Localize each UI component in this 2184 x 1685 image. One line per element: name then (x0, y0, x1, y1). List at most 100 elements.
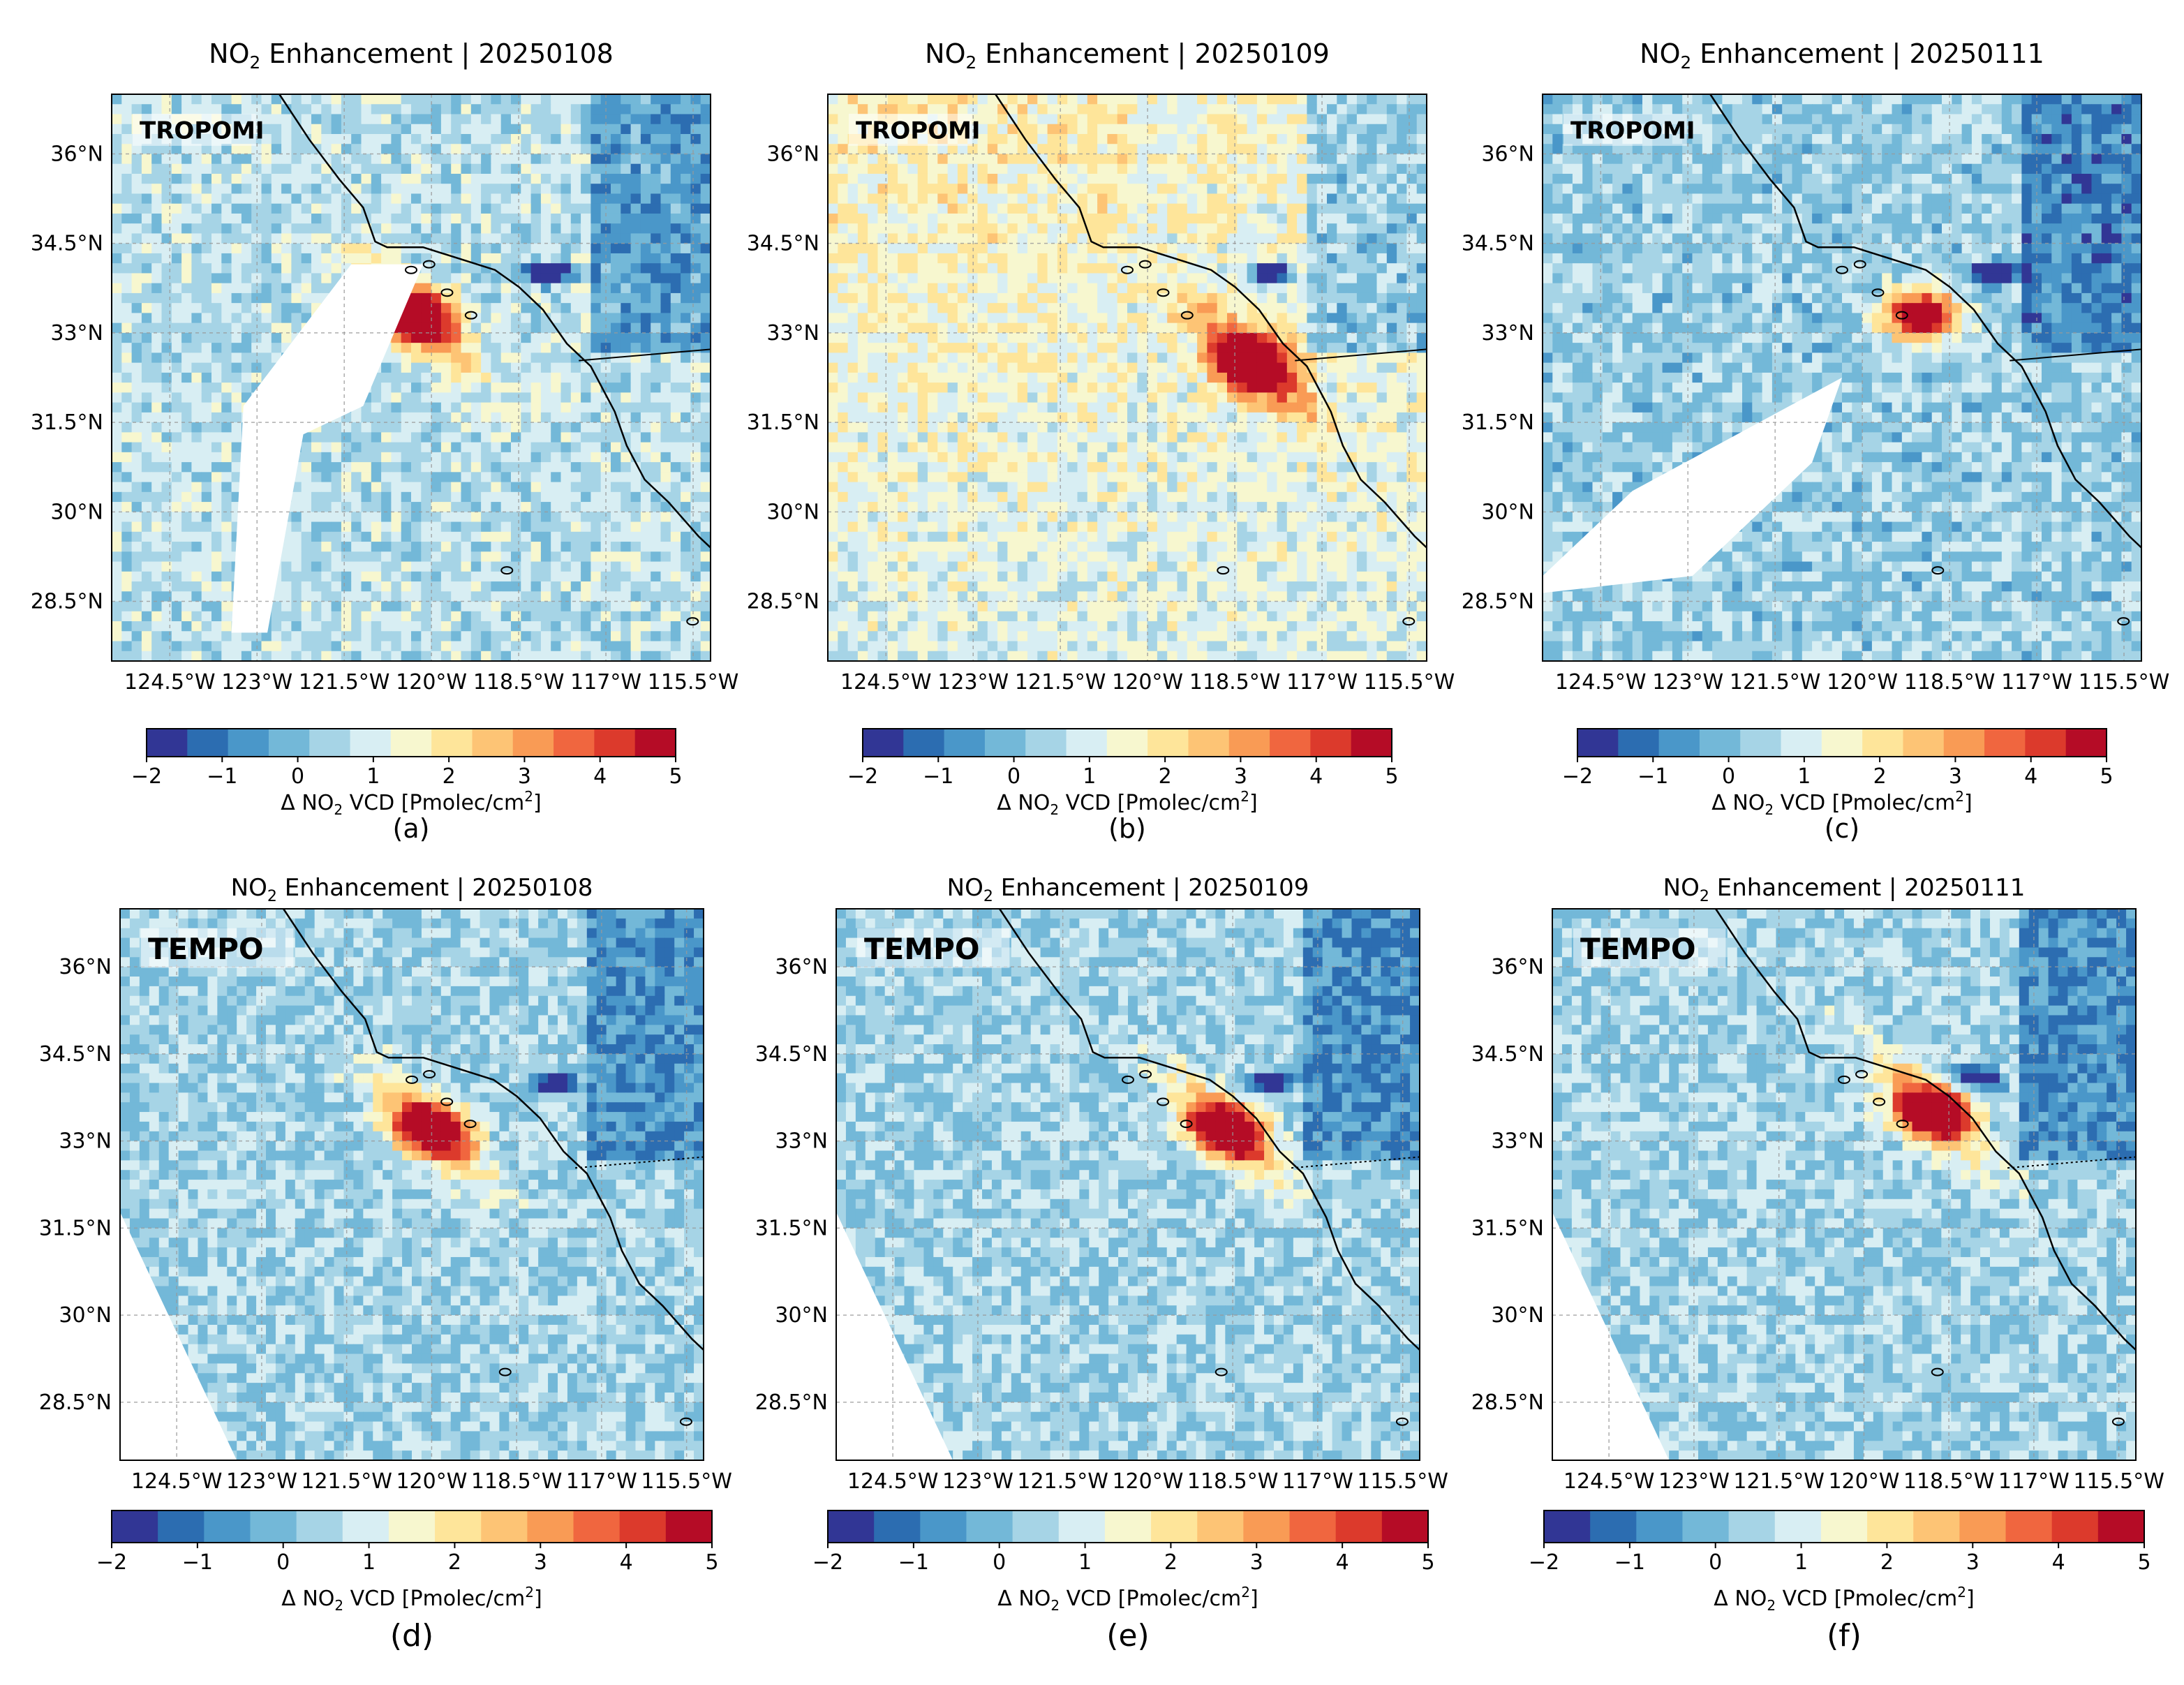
lat-tick-label: 31.5°N (1471, 1216, 1544, 1240)
lat-tick-label: 31.5°N (31, 410, 103, 435)
lon-tick-label: 123°W (1658, 1469, 1730, 1494)
colorbar-tick-label: 2 (448, 1550, 461, 1575)
colorbar-tick-label: 4 (620, 1550, 633, 1575)
colorbar-segment (1740, 729, 1782, 757)
colorbar-segment (1728, 1510, 1776, 1543)
colorbar: −2 −1 0 1 2 3 4 5 Δ NO2 VCD [Pmolec/cm2] (1562, 728, 2114, 818)
colorbar-tick-label: −1 (1614, 1550, 1645, 1575)
colorbar-segment (1984, 729, 2026, 757)
colorbar-segment (1867, 1510, 1914, 1543)
colorbar-segment (228, 729, 269, 757)
island (1138, 260, 1152, 269)
island (500, 566, 514, 575)
colorbar-tick-label: 3 (534, 1550, 547, 1575)
colorbar-tick-label: 1 (366, 764, 380, 789)
colorbar-label: Δ NO2 VCD [Pmolec/cm2] (1714, 1584, 1974, 1614)
colorbar-tick-label: −1 (1637, 764, 1668, 789)
colorbar-tick-label: 2 (1159, 764, 1172, 789)
colorbar-tick-label: 1 (1083, 764, 1096, 789)
lat-tick-label: 30°N (59, 1303, 112, 1328)
colorbar-segment (2097, 1510, 2145, 1543)
colorbar-tick-label: 4 (2052, 1550, 2065, 1575)
lon-tick-label: 115.5°W (2079, 670, 2170, 695)
lat-tick-label: 31.5°N (755, 1216, 828, 1240)
lon-tick-label: 120°W (1827, 670, 1898, 695)
colorbar-segment (1381, 1510, 1429, 1543)
lon-tick-label: 120°W (1828, 1469, 1899, 1494)
lon-tick-label: 118.5°W (1187, 1469, 1279, 1494)
colorbar-tick-label: −2 (1562, 764, 1593, 789)
instrument-label-bg (1563, 114, 1687, 146)
colorbar-segment (1188, 729, 1230, 757)
lat-tick-label: 30°N (775, 1303, 828, 1328)
colorbar-segment (1943, 729, 1985, 757)
island (498, 1367, 512, 1376)
lat-tick-label: 36°N (1481, 142, 1534, 166)
island (406, 1075, 418, 1084)
lon-tick-label: 117°W (1286, 670, 1358, 695)
island (405, 265, 417, 274)
lat-tick-label: 28.5°N (755, 1390, 828, 1415)
coastline (278, 94, 711, 549)
lon-tick-label: 121.5°W (1733, 1469, 1825, 1494)
lon-tick-label: 120°W (396, 1469, 467, 1494)
lon-tick-label: 115.5°W (648, 670, 739, 695)
colorbar-segment (342, 1510, 389, 1543)
colorbar-segment (966, 1510, 1013, 1543)
lon-tick-label: 124.5°W (1563, 1469, 1655, 1494)
colorbar: −2 −1 0 1 2 3 4 5 Δ NO2 VCD [Pmolec/cm2] (847, 728, 1399, 818)
colorbar-segment (619, 1510, 667, 1543)
island (1853, 260, 1866, 269)
colorbar-tick-label: 4 (593, 764, 607, 789)
island (1214, 1367, 1228, 1376)
colorbar-tick-label: −1 (182, 1550, 213, 1575)
lon-tick-label: 115.5°W (641, 1469, 732, 1494)
island (1122, 1075, 1134, 1084)
heatmap-field (112, 94, 711, 661)
colorbar-segment (1821, 729, 1863, 757)
colorbar-segment (350, 729, 392, 757)
plot-frame (827, 94, 1427, 662)
colorbar-tick-label: 5 (1385, 764, 1398, 789)
lon-tick-label: 118.5°W (473, 670, 565, 695)
panel-title: NO2 Enhancement | 20250109 (925, 38, 1330, 73)
colorbar-segment (1618, 729, 1660, 757)
colorbar-segment (1151, 1510, 1198, 1543)
panel-letter: (f) (1827, 1618, 1862, 1654)
colorbar-segment (296, 1510, 343, 1543)
colorbar-segment (158, 1510, 205, 1543)
map-panel-c: NO2 Enhancement | 20250111 TROPOMI 124.5°W… (1462, 38, 2170, 844)
colorbar-segment (1544, 1510, 1591, 1543)
colorbar-tick-label: 0 (1007, 764, 1020, 789)
gridlines (1543, 94, 2141, 661)
lat-tick-label: 30°N (1491, 1303, 1544, 1328)
lat-tick-label: 30°N (1481, 500, 1534, 524)
map-panel-b: NO2 Enhancement | 20250109 TROPOMI 124.5°W… (747, 38, 1455, 844)
island (1139, 1070, 1152, 1078)
lon-tick-label: 124.5°W (131, 1469, 223, 1494)
lat-tick-label: 33°N (1481, 321, 1534, 346)
colorbar-frame (146, 728, 676, 757)
heatmap-field (1552, 909, 2136, 1460)
colorbar-segment (874, 1510, 921, 1543)
island (422, 260, 436, 269)
island (2117, 617, 2130, 626)
colorbar-tick-label: 2 (1164, 1550, 1178, 1575)
coastline (1715, 908, 2137, 1351)
lon-tick-label: 120°W (1112, 1469, 1183, 1494)
colorbar-tick-label: 4 (1309, 764, 1323, 789)
island (463, 1120, 477, 1129)
colorbar-segment (920, 1510, 967, 1543)
panel-letter: (d) (390, 1618, 433, 1654)
missing-data-region (1552, 1212, 1670, 1460)
colorbar-tick-label: 0 (1722, 764, 1735, 789)
lon-tick-label: 117°W (570, 670, 641, 695)
colorbar-segment (984, 729, 1026, 757)
lon-tick-label: 115.5°W (1357, 1469, 1448, 1494)
colorbar-tick-label: −2 (131, 764, 162, 789)
island (1217, 566, 1230, 575)
gridlines (120, 909, 704, 1460)
colorbar-segment (147, 729, 188, 757)
lat-tick-label: 36°N (766, 142, 819, 166)
colorbar-tick-label: 3 (1250, 1550, 1263, 1575)
